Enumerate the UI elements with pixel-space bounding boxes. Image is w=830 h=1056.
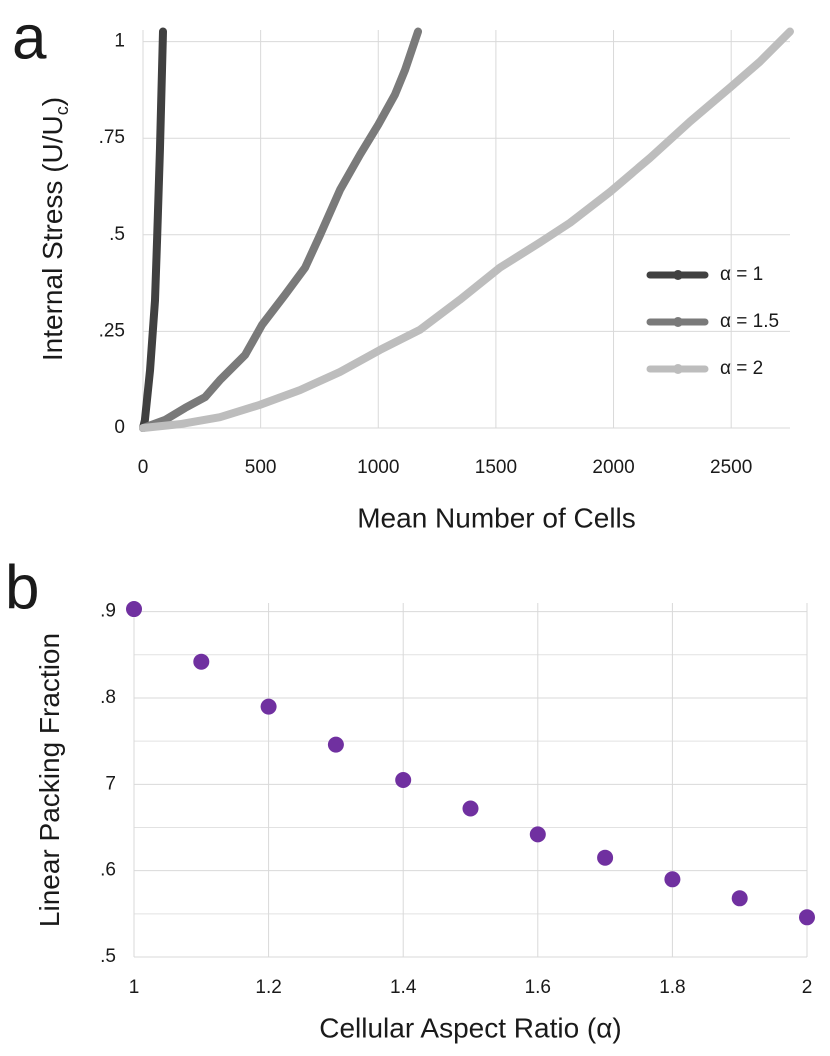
x-axis-title: Mean Number of Cells	[357, 502, 636, 533]
x-tick-label: 500	[245, 457, 277, 478]
scatter-point	[193, 653, 210, 670]
legend-marker	[673, 317, 683, 327]
y-tick-label: .6	[100, 860, 116, 881]
legend-marker	[673, 270, 683, 280]
panel-label: b	[5, 553, 39, 622]
scatter-point	[529, 826, 546, 843]
scatter-point	[462, 800, 479, 817]
scatter-point	[597, 849, 614, 866]
panel-label: a	[12, 3, 47, 72]
x-tick-label: 1500	[475, 457, 517, 478]
y-tick-label: .5	[100, 946, 116, 967]
y-tick-label: .8	[100, 687, 116, 708]
legend-label: α = 1	[720, 264, 763, 285]
y-axis-title: Linear Packing Fraction	[34, 633, 65, 927]
y-axis-title-suffix: )	[37, 97, 68, 106]
y-tick-label: 0	[114, 417, 125, 438]
x-tick-label: 1	[129, 977, 140, 998]
y-axis-title-text: Internal Stress (U/U	[37, 115, 68, 361]
x-tick-label: 1.8	[659, 977, 685, 998]
line-series	[139, 27, 794, 432]
legend-marker	[673, 364, 683, 374]
x-tick-label: 1.2	[255, 977, 281, 998]
scatter-point	[327, 736, 344, 753]
x-tick-label: 1.6	[525, 977, 551, 998]
x-axis-title: Cellular Aspect Ratio (α)	[319, 1012, 622, 1043]
line-series	[139, 27, 423, 432]
scatter-point	[395, 772, 412, 788]
y-axis-title-text: Linear Packing Fraction	[34, 633, 65, 927]
x-tick-label: 2000	[592, 457, 634, 478]
y-tick-label: .5	[109, 224, 125, 245]
legend-label: α = 1.5	[720, 311, 779, 332]
x-tick-label: 2500	[710, 457, 752, 478]
line-series	[139, 27, 167, 432]
scatter-point	[126, 601, 142, 618]
scatter-point	[731, 890, 748, 907]
y-tick-label: .9	[100, 601, 116, 622]
scatter-point	[799, 909, 815, 926]
x-tick-label: 2	[802, 977, 813, 998]
y-tick-label: 1	[114, 31, 125, 52]
y-tick-label: 7	[105, 773, 116, 794]
x-tick-label: 1000	[357, 457, 399, 478]
y-axis-title-subscript: c	[52, 106, 72, 115]
y-tick-label: .75	[99, 127, 125, 148]
y-axis-title: Internal Stress (U/Uc)	[37, 97, 71, 361]
scatter-point	[664, 871, 681, 888]
x-tick-label: 0	[138, 457, 149, 478]
y-tick-label: .25	[99, 320, 125, 341]
x-tick-label: 1.4	[390, 977, 417, 998]
legend-label: α = 2	[720, 358, 763, 379]
scatter-point	[260, 698, 277, 715]
